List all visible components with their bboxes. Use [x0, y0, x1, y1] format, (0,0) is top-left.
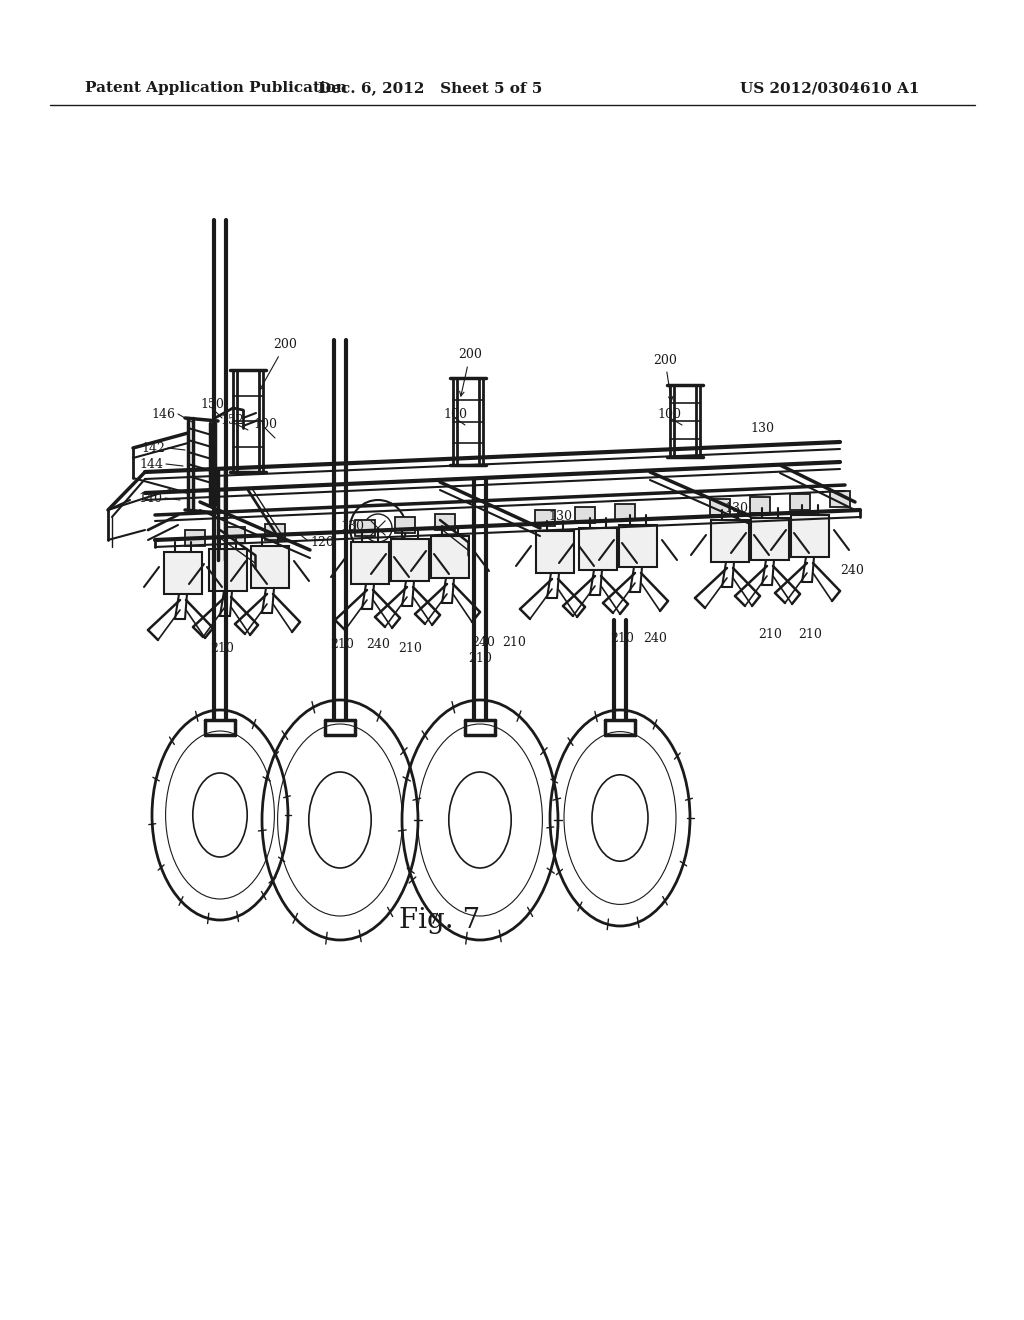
- Bar: [535, 510, 555, 525]
- Text: 200: 200: [458, 348, 482, 396]
- Text: Fig. 7: Fig. 7: [399, 907, 480, 933]
- Text: 210: 210: [610, 631, 634, 644]
- Text: 210: 210: [758, 628, 782, 642]
- Bar: [395, 517, 415, 533]
- Bar: [209, 549, 247, 591]
- Text: 130: 130: [548, 511, 572, 524]
- Bar: [265, 524, 285, 540]
- Text: 200: 200: [653, 354, 677, 401]
- Text: 130: 130: [750, 421, 774, 434]
- Bar: [751, 517, 790, 560]
- Bar: [575, 507, 595, 523]
- Bar: [750, 498, 770, 513]
- Bar: [164, 552, 202, 594]
- Bar: [711, 520, 749, 562]
- Text: 140: 140: [138, 491, 162, 504]
- Text: 152: 152: [220, 413, 244, 426]
- Text: 200: 200: [260, 338, 297, 389]
- Text: 240: 240: [366, 639, 390, 652]
- Bar: [615, 504, 635, 520]
- Text: 130: 130: [340, 520, 364, 533]
- Text: 120: 120: [310, 536, 334, 549]
- Text: US 2012/0304610 A1: US 2012/0304610 A1: [740, 81, 920, 95]
- Text: 210: 210: [210, 642, 233, 655]
- Bar: [391, 539, 429, 581]
- Text: 150: 150: [200, 399, 224, 412]
- Text: 100: 100: [657, 408, 681, 421]
- Text: 144: 144: [139, 458, 163, 470]
- Bar: [431, 536, 469, 578]
- Bar: [251, 546, 289, 587]
- Text: 130: 130: [724, 502, 748, 515]
- Bar: [351, 543, 389, 583]
- Text: 100: 100: [253, 418, 278, 432]
- Bar: [791, 515, 829, 557]
- Text: 100: 100: [443, 408, 467, 421]
- Bar: [830, 491, 850, 507]
- Bar: [185, 531, 205, 546]
- Text: 240: 240: [840, 564, 864, 577]
- Text: Patent Application Publication: Patent Application Publication: [85, 81, 347, 95]
- Text: 210: 210: [798, 628, 822, 642]
- Text: 210: 210: [468, 652, 492, 664]
- Text: 240: 240: [643, 631, 667, 644]
- Text: Dec. 6, 2012   Sheet 5 of 5: Dec. 6, 2012 Sheet 5 of 5: [317, 81, 542, 95]
- Bar: [536, 531, 574, 573]
- Text: 240: 240: [471, 635, 495, 648]
- Bar: [790, 494, 810, 510]
- Bar: [579, 528, 617, 570]
- Bar: [225, 527, 245, 543]
- Text: 210: 210: [330, 639, 354, 652]
- Bar: [435, 513, 455, 531]
- Text: 210: 210: [502, 635, 526, 648]
- Text: 142: 142: [141, 441, 165, 454]
- Text: 146: 146: [151, 408, 175, 421]
- Bar: [710, 499, 730, 515]
- Bar: [618, 525, 657, 568]
- Bar: [355, 520, 375, 536]
- Text: 210: 210: [398, 642, 422, 655]
